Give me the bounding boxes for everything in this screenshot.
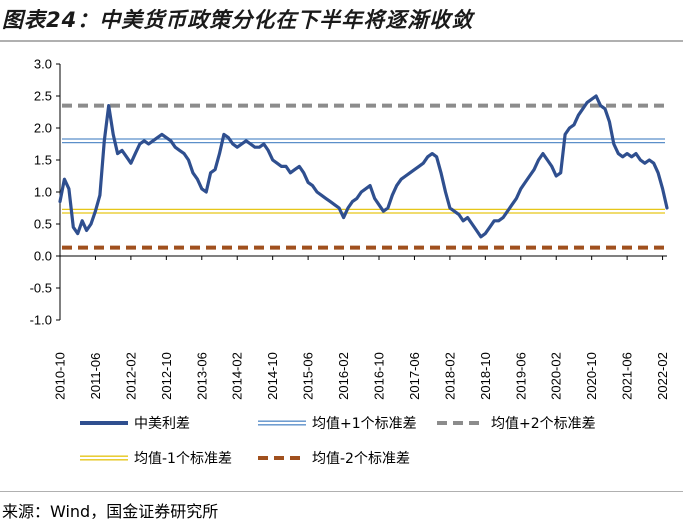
x-tick-label: 2011-06 [88, 353, 103, 400]
chart-title: 图表24：中美货币政策分化在下半年将逐渐收敛 [2, 8, 474, 32]
y-tick-label: -1.0 [30, 313, 52, 328]
source-divider [0, 491, 683, 492]
x-tick-label: 2021-06 [620, 352, 635, 400]
x-tick-label: 2022-02 [655, 352, 670, 400]
x-tick-label: 2017-06 [407, 352, 422, 400]
x-tick-label: 2016-10 [372, 352, 387, 400]
x-tick-label: 2014-02 [230, 352, 245, 400]
x-tick-label: 2010-10 [53, 352, 68, 400]
x-tick-label: 2016-02 [336, 352, 351, 400]
spread-series [58, 94, 669, 239]
x-tick-label: 2018-02 [442, 352, 457, 400]
y-tick-label: 2.5 [34, 89, 52, 104]
x-tick-label: 2015-06 [301, 352, 316, 400]
y-tick-label: 0.5 [34, 217, 52, 232]
legend-label: 均值+1个标准差 [312, 416, 417, 432]
legend-item-minus-1sd: 均值-1个标准差 [80, 451, 232, 467]
legend-item-minus-2sd: 均值-2个标准差 [258, 451, 410, 467]
y-tick-label: 1.5 [34, 153, 52, 168]
legend-label: 均值-2个标准差 [312, 451, 410, 467]
x-tick-label: 2013-06 [194, 352, 209, 400]
legend-item-plus-2sd: 均值+2个标准差 [437, 416, 596, 432]
x-tick-label: 2012-02 [123, 352, 138, 400]
x-tick-label: 2020-10 [584, 352, 599, 400]
spread-line [58, 94, 669, 239]
x-tick-label: 2019-06 [513, 352, 528, 400]
legend-item-plus-1sd: 均值+1个标准差 [258, 416, 417, 432]
y-tick-label: 1.0 [34, 185, 52, 200]
y-tick-label: 0.0 [34, 249, 52, 264]
legend-item-spread: 中美利差 [80, 416, 190, 432]
legend-label: 均值+2个标准差 [491, 416, 596, 432]
reference-lines [62, 103, 665, 250]
x-tick-label: 2020-02 [549, 352, 564, 400]
x-tick-label: 2014-10 [265, 352, 280, 400]
y-tick-label: 2.0 [34, 121, 52, 136]
legend-label: 均值-1个标准差 [134, 451, 232, 467]
y-tick-label: -0.5 [30, 281, 52, 296]
title-divider [0, 40, 683, 42]
legend-label: 中美利差 [134, 416, 190, 432]
source-note: 来源：Wind，国金证券研究所 [2, 502, 219, 521]
y-tick-label: 3.0 [34, 57, 52, 72]
y-axis: 3.0 2.5 2.0 1.5 1.0 0.5 0.0 -0.5 -1.0 [30, 57, 61, 328]
line-chart: 3.02.52.01.51.00.50.0-0.5-1.0 2010-10 201… [30, 57, 670, 468]
x-tick-label: 2018-10 [478, 352, 493, 400]
x-tick-label: 2012-10 [159, 352, 174, 400]
x-axis: 2010-10 2011-06 2012-02 2012-10 2013-06 2014-… [53, 255, 670, 400]
